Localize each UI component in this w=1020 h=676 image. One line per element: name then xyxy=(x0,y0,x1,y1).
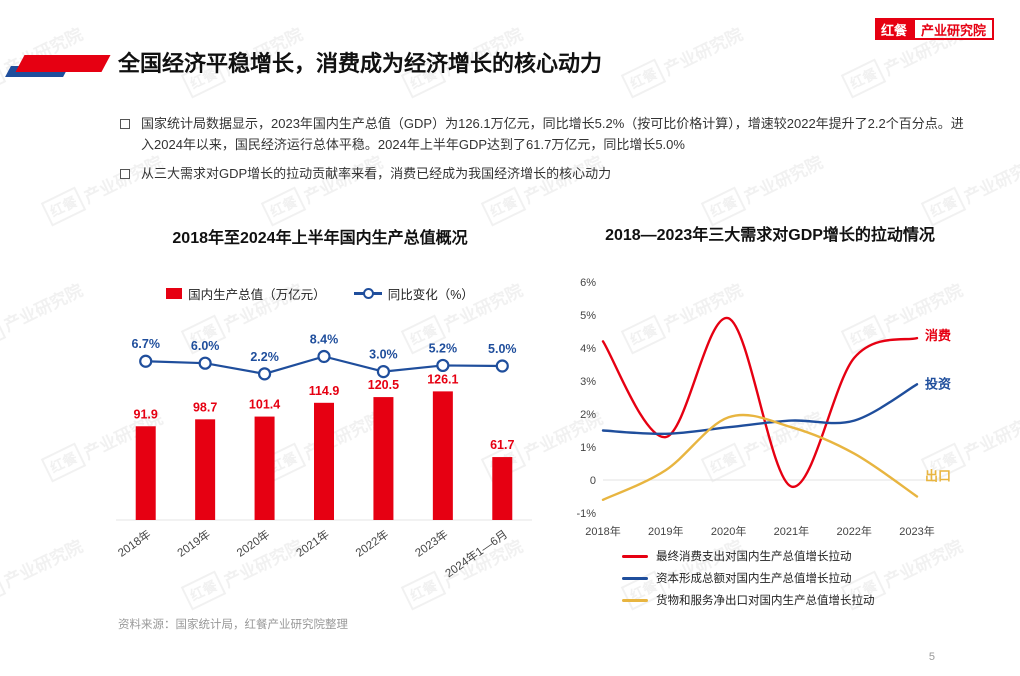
gdp-chart-legend: 国内生产总值（万亿元） 同比变化（%） xyxy=(100,284,540,303)
gdp-bar xyxy=(373,397,394,520)
svg-text:3.0%: 3.0% xyxy=(369,348,398,362)
svg-text:6.7%: 6.7% xyxy=(131,337,160,351)
gdp-bar xyxy=(492,457,513,520)
bullet-item-2: 从三大需求对GDP增长的拉动贡献率来看，消费已经成为我国经济增长的核心动力 xyxy=(118,164,968,185)
yoy-point xyxy=(257,367,272,381)
legend-item-yoy: 同比变化（%） xyxy=(353,284,474,303)
svg-text:91.9: 91.9 xyxy=(134,407,158,421)
bullet-square-icon xyxy=(120,168,130,179)
svg-text:2%: 2% xyxy=(580,409,596,421)
legend-label-gdp: 国内生产总值（万亿元） xyxy=(188,288,326,302)
series-line-2 xyxy=(601,413,919,501)
svg-text:出口: 出口 xyxy=(925,469,951,484)
yoy-point xyxy=(376,364,391,379)
yoy-point xyxy=(317,349,331,364)
gdp-bar xyxy=(135,426,156,520)
legend-label-investment: 资本形成总额对国内生产总值增长拉动 xyxy=(656,573,852,585)
svg-text:1%: 1% xyxy=(580,442,596,454)
series-line-1 xyxy=(601,383,919,436)
demand-chart-legend: 最终消费支出对国内生产总值增长拉动 资本形成总额对国内生产总值增长拉动 货物和服… xyxy=(622,548,875,608)
series-line-0 xyxy=(601,317,919,488)
legend-label-yoy: 同比变化（%） xyxy=(387,288,474,302)
demand-pull-line-chart: 6% 5% 4% 3% 2% 1% 0 -1% 2018年 2019年 2020年 2021年 2022… xyxy=(565,268,977,558)
svg-text:2019年: 2019年 xyxy=(648,524,683,538)
svg-text:2020年: 2020年 xyxy=(711,524,746,538)
legend-label-consumption: 最终消费支出对国内生产总值增长拉动 xyxy=(656,551,852,563)
svg-text:2.2%: 2.2% xyxy=(250,350,278,364)
line-marker-icon xyxy=(362,288,374,300)
svg-text:2020年: 2020年 xyxy=(234,527,272,560)
svg-text:120.5: 120.5 xyxy=(368,378,399,392)
title-accent xyxy=(5,52,126,82)
export-line-icon xyxy=(622,598,648,602)
legend-item-gdp: 国内生产总值（万亿元） xyxy=(166,284,326,303)
bullet-text-1: 国家统计局数据显示，2023年国内生产总值（GDP）为126.1万亿元，同比增长… xyxy=(141,116,964,152)
bullet-item-1: 国家统计局数据显示，2023年国内生产总值（GDP）为126.1万亿元，同比增长… xyxy=(118,114,968,156)
svg-text:98.7: 98.7 xyxy=(193,400,217,414)
yoy-point xyxy=(495,359,509,373)
yoy-point xyxy=(198,356,212,370)
brand-logo-mark: 红餐 xyxy=(874,18,913,40)
svg-text:61.7: 61.7 xyxy=(490,438,514,452)
accent-red-bar xyxy=(15,55,111,72)
legend-item-export: 货物和服务净出口对国内生产总值增长拉动 xyxy=(622,592,875,608)
svg-text:-1%: -1% xyxy=(576,508,596,520)
svg-text:5.2%: 5.2% xyxy=(429,341,458,355)
source-note: 资料来源：国家统计局，红餐产业研究院整理 xyxy=(118,619,348,631)
watermark: 红餐产业研究院 xyxy=(0,531,86,611)
svg-text:5%: 5% xyxy=(580,310,596,322)
svg-text:2019年: 2019年 xyxy=(174,527,212,560)
svg-text:6.0%: 6.0% xyxy=(191,339,220,353)
svg-text:8.4%: 8.4% xyxy=(310,332,339,346)
svg-text:2018年: 2018年 xyxy=(585,524,620,538)
page-number: 5 xyxy=(928,651,935,663)
legend-label-export: 货物和服务净出口对国内生产总值增长拉动 xyxy=(656,595,875,607)
svg-text:101.4: 101.4 xyxy=(249,398,280,412)
svg-text:2023年: 2023年 xyxy=(412,527,450,560)
bar-swatch-icon xyxy=(166,288,183,299)
svg-text:2022年: 2022年 xyxy=(836,524,871,538)
svg-text:5.0%: 5.0% xyxy=(488,342,517,356)
legend-item-investment: 资本形成总额对国内生产总值增长拉动 xyxy=(622,570,875,586)
demand-chart-svg: 6% 5% 4% 3% 2% 1% 0 -1% 2018年 2019年 2020年 2021年 2022… xyxy=(576,277,951,538)
svg-text:3%: 3% xyxy=(580,376,596,388)
investment-line-icon xyxy=(622,576,648,580)
gdp-chart-svg: 91.9 2018年 98.7 2019年 101.4 2020年 114.9 2021年 12… xyxy=(115,332,532,580)
svg-text:126.1: 126.1 xyxy=(427,372,458,386)
yoy-point xyxy=(139,354,153,368)
svg-text:4%: 4% xyxy=(580,343,596,355)
svg-text:2021年: 2021年 xyxy=(774,524,809,538)
svg-text:2018年: 2018年 xyxy=(115,527,153,560)
svg-text:2024年1—6月: 2024年1—6月 xyxy=(442,527,510,580)
svg-text:0: 0 xyxy=(590,475,596,487)
yoy-point xyxy=(436,358,450,373)
brand-logo: 红餐 产业研究院 xyxy=(874,18,994,40)
line-swatch-icon xyxy=(353,288,382,300)
svg-text:6%: 6% xyxy=(580,277,596,289)
gdp-bar xyxy=(432,391,453,520)
gdp-bar xyxy=(195,419,216,520)
svg-text:114.9: 114.9 xyxy=(309,384,340,398)
gdp-bar xyxy=(314,402,334,520)
watermark: 红餐产业研究院 xyxy=(620,19,747,99)
bullet-list: 国家统计局数据显示，2023年国内生产总值（GDP）为126.1万亿元，同比增长… xyxy=(118,114,968,192)
svg-text:2022年: 2022年 xyxy=(353,527,391,560)
gdp-bar-line-chart: 91.9 2018年 98.7 2019年 101.4 2020年 114.9 2021年 12… xyxy=(100,268,540,595)
svg-text:投资: 投资 xyxy=(925,376,951,391)
gdp-bar xyxy=(254,416,275,520)
demand-chart-title: 2018—2023年三大需求对GDP增长的拉动情况 xyxy=(605,227,935,244)
legend-item-consumption: 最终消费支出对国内生产总值增长拉动 xyxy=(622,548,875,564)
page-title: 全国经济平稳增长，消费成为经济增长的核心动力 xyxy=(118,51,603,76)
bullet-text-2: 从三大需求对GDP增长的拉动贡献率来看，消费已经成为我国经济增长的核心动力 xyxy=(141,165,612,181)
svg-text:2021年: 2021年 xyxy=(293,527,331,560)
svg-text:2023年: 2023年 xyxy=(899,524,934,538)
gdp-chart-title: 2018年至2024年上半年国内生产总值概况 xyxy=(172,230,468,247)
svg-text:消费: 消费 xyxy=(925,328,951,343)
bullet-square-icon xyxy=(120,119,130,129)
consumption-line-icon xyxy=(622,554,648,558)
brand-logo-text: 产业研究院 xyxy=(912,18,994,40)
watermark: 红餐产业研究院 xyxy=(0,275,86,355)
